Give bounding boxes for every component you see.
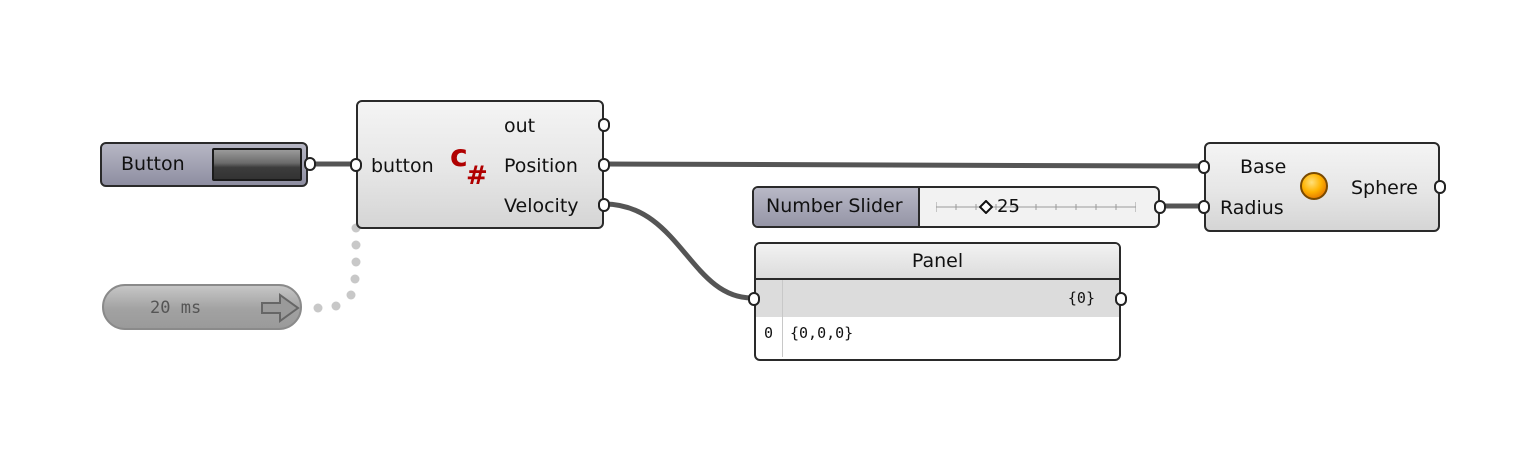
button-component-label: Button [121, 153, 185, 175]
sphere-component[interactable]: Base Radius Sphere [1198, 142, 1446, 232]
slider-label: Number Slider [766, 195, 903, 217]
input-grip-base[interactable] [1198, 160, 1210, 174]
button-output-grip[interactable] [304, 157, 316, 171]
panel-title: Panel [911, 250, 964, 272]
timer-component[interactable]: 20 ms [102, 284, 302, 330]
svg-text:c: c [450, 139, 468, 174]
output-label-sphere: Sphere [1351, 177, 1418, 199]
output-grip-position[interactable] [598, 158, 610, 172]
slider-name-block: Number Slider [754, 188, 920, 226]
output-grip-sphere[interactable] [1434, 180, 1446, 194]
slider-rail[interactable] [936, 202, 1136, 212]
panel-index-divider [782, 280, 783, 357]
panel-data-header: {0} [756, 280, 1119, 317]
input-label-radius: Radius [1220, 197, 1284, 219]
slider-value: 25 [997, 196, 1020, 217]
timer-link-dots [313, 223, 361, 313]
output-label-out: out [504, 115, 536, 137]
output-label-position: Position [504, 155, 578, 177]
button-component[interactable]: Button [100, 142, 316, 187]
panel-header: Panel [756, 244, 1119, 280]
csharp-icon: c # [450, 139, 488, 190]
wire-position-to-base[interactable] [603, 161, 1203, 169]
svg-text:#: # [466, 161, 488, 190]
output-grip-velocity[interactable] [598, 198, 610, 212]
arrow-right-icon [261, 293, 300, 323]
panel-row-value: {0,0,0} [790, 324, 854, 342]
wire-velocity-to-panel[interactable] [603, 201, 753, 301]
input-label-button: button [371, 155, 434, 177]
number-slider[interactable]: Number Slider 25 [752, 186, 1166, 228]
csharp-script-component[interactable]: button c # out Position Velocity [350, 100, 610, 229]
panel-header-value: {0} [1067, 289, 1095, 307]
slider-handle-icon[interactable] [979, 200, 993, 214]
input-label-base: Base [1240, 156, 1287, 178]
panel-input-grip[interactable] [748, 292, 760, 306]
button-face[interactable] [212, 148, 302, 181]
panel-output-grip[interactable] [1115, 292, 1127, 306]
timer-interval: 20 ms [150, 298, 202, 318]
input-grip-radius[interactable] [1198, 200, 1210, 214]
slider-output-grip[interactable] [1154, 200, 1166, 214]
output-label-velocity: Velocity [504, 195, 579, 217]
panel-row-index: 0 [764, 324, 774, 342]
input-grip-button[interactable] [350, 158, 362, 172]
sphere-icon [1300, 172, 1328, 200]
output-grip-out[interactable] [598, 118, 610, 132]
panel-component[interactable]: Panel {0} 0 {0,0,0} [748, 242, 1127, 361]
